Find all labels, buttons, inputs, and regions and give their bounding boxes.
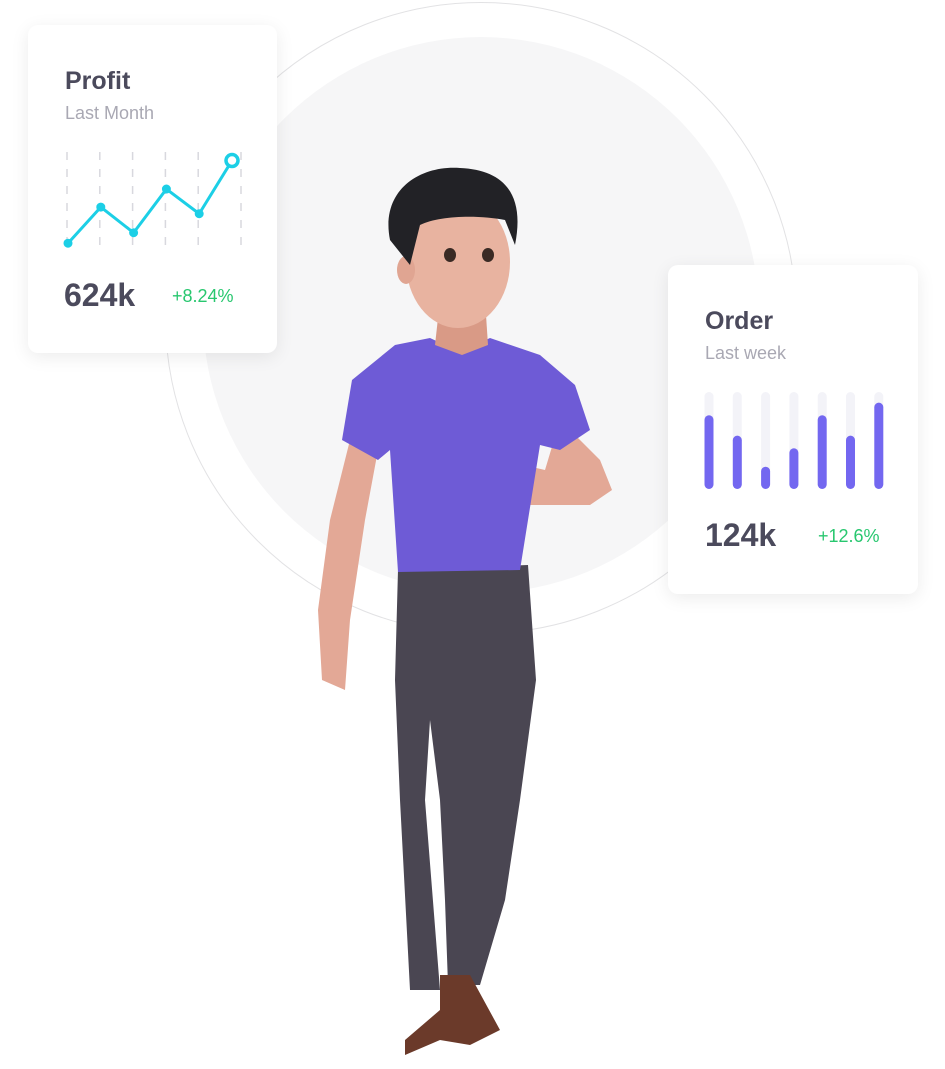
sandals — [405, 975, 500, 1055]
order-value: 124k — [705, 517, 777, 553]
profit-line — [66, 159, 234, 245]
bar — [874, 402, 884, 489]
order-card: Order Last week 124k +12.6% — [668, 265, 918, 594]
order-change: +12.6% — [818, 526, 880, 546]
profit-card: Profit Last Month 624k +8.24% — [28, 25, 277, 353]
order-subtitle: Last week — [705, 343, 787, 363]
bar — [817, 415, 827, 489]
bar — [789, 448, 799, 489]
profit-subtitle: Last Month — [65, 103, 155, 123]
bar — [761, 466, 771, 489]
profit-title: Profit — [65, 67, 131, 95]
data-point-latest — [224, 152, 240, 169]
data-point — [129, 228, 139, 238]
order-bar-chart — [704, 392, 884, 489]
bar — [846, 435, 855, 489]
data-point — [96, 202, 106, 212]
profit-line-chart — [63, 152, 242, 248]
hair — [388, 167, 518, 265]
bar-track — [761, 392, 771, 489]
data-point — [194, 209, 204, 219]
data-point — [161, 184, 171, 194]
data-point — [63, 238, 73, 248]
order-title: Order — [705, 307, 774, 335]
profit-value: 624k — [64, 277, 136, 313]
bar — [732, 435, 742, 489]
profit-change: +8.24% — [172, 286, 234, 306]
bar — [704, 415, 714, 489]
